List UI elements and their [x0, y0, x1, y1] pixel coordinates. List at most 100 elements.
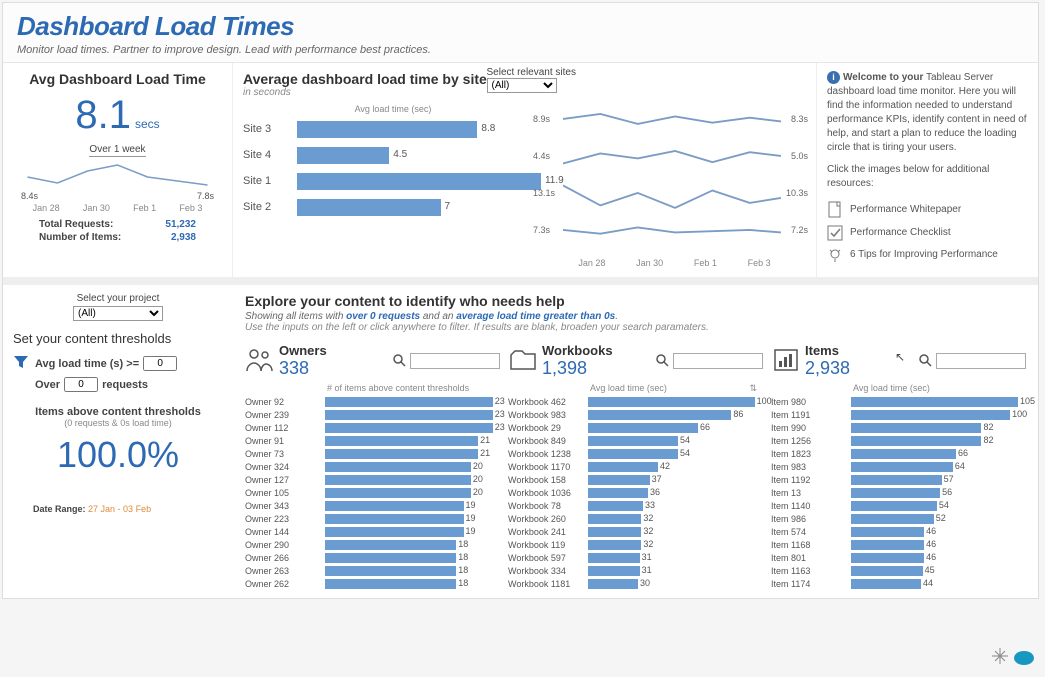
over-label: Over — [35, 379, 60, 391]
search-icon[interactable] — [918, 353, 932, 370]
items-search-input[interactable] — [936, 353, 1026, 369]
data-row[interactable]: Item 99082 — [771, 421, 1026, 434]
data-row[interactable]: Owner 12720 — [245, 473, 500, 486]
search-icon[interactable] — [392, 353, 406, 370]
site-line-row[interactable]: 7.3s 7.2s — [563, 215, 806, 251]
kpi-sparkline[interactable] — [21, 161, 214, 189]
page-subtitle: Monitor load times. Partner to improve d… — [17, 44, 1024, 56]
header: Dashboard Load Times Monitor load times.… — [3, 3, 1038, 63]
data-row[interactable]: Owner 26218 — [245, 577, 500, 590]
spark-start: 8.4s — [21, 191, 38, 201]
data-row[interactable]: Item 980105 — [771, 395, 1026, 408]
data-row[interactable]: Item 116345 — [771, 564, 1026, 577]
avg-load-label: Avg load time (s) >= — [35, 358, 139, 370]
workbooks-search-input[interactable] — [673, 353, 763, 369]
site-bar-row[interactable]: Site 44.5 — [243, 142, 543, 168]
data-row[interactable]: Workbook 15837 — [508, 473, 763, 486]
data-row[interactable]: Item 57446 — [771, 525, 1026, 538]
filters-panel: Select your project (All) Set your conte… — [3, 285, 233, 598]
data-row[interactable]: Workbook 117042 — [508, 460, 763, 473]
data-row[interactable]: Item 119257 — [771, 473, 1026, 486]
data-row[interactable]: Owner 23923 — [245, 408, 500, 421]
date-range: Date Range: 27 Jan - 03 Feb — [13, 504, 223, 514]
data-row[interactable]: Item 80146 — [771, 551, 1026, 564]
data-row[interactable]: Owner 9121 — [245, 434, 500, 447]
funnel-icon — [13, 354, 29, 373]
date-range-value: 27 Jan - 03 Feb — [88, 504, 151, 514]
info-link[interactable]: 6 Tips for Improving Performance — [827, 247, 1028, 263]
data-row[interactable]: Owner 29018 — [245, 538, 500, 551]
data-row[interactable]: Owner 34319 — [245, 499, 500, 512]
data-row[interactable]: Item 1356 — [771, 486, 1026, 499]
data-row[interactable]: Item 98364 — [771, 460, 1026, 473]
site-line-row[interactable]: 13.1s 10.3s — [563, 178, 806, 214]
info-welcome-text: Tableau Server dashboard load time monit… — [827, 72, 1027, 153]
site-bar-row[interactable]: Site 38.8 — [243, 116, 543, 142]
data-row[interactable]: Workbook 11932 — [508, 538, 763, 551]
data-row[interactable]: Item 117444 — [771, 577, 1026, 590]
data-row[interactable]: Item 1191100 — [771, 408, 1026, 421]
info-icon: i — [827, 71, 840, 84]
data-row[interactable]: Owner 9223 — [245, 395, 500, 408]
site-bar-chart[interactable]: Avg load time (sec) Site 38.8Site 44.5Si… — [243, 104, 543, 268]
data-row[interactable]: Owner 11223 — [245, 421, 500, 434]
data-row[interactable]: Owner 22319 — [245, 512, 500, 525]
site-line-chart[interactable]: 8.9s 8.3s 4.4s 5.0s 13.1s 10.3s 7.3s 7.2… — [543, 104, 806, 268]
owners-title: Owners — [279, 343, 327, 358]
data-row[interactable]: Workbook 103636 — [508, 486, 763, 499]
sort-icon[interactable]: ⇅ — [749, 383, 757, 394]
data-row[interactable]: Workbook 33431 — [508, 564, 763, 577]
items-column: Items2,938 Avg load time (sec) Item 9801… — [771, 343, 1026, 590]
explore-title: Explore your content to identify who nee… — [245, 293, 1026, 309]
site-filter-select[interactable]: (All) — [487, 78, 557, 93]
explore-panel: Explore your content to identify who nee… — [233, 285, 1038, 598]
items-above-value: 100.0% — [13, 434, 223, 476]
site-line-row[interactable]: 4.4s 5.0s — [563, 141, 806, 177]
data-row[interactable]: Item 125682 — [771, 434, 1026, 447]
data-row[interactable]: Workbook 24132 — [508, 525, 763, 538]
data-row[interactable]: Owner 10520 — [245, 486, 500, 499]
avg-load-threshold-row: Avg load time (s) >= — [13, 354, 223, 373]
site-line-row[interactable]: 8.9s 8.3s — [563, 104, 806, 140]
data-row[interactable]: Workbook 123854 — [508, 447, 763, 460]
info-welcome-bold: Welcome to your — [843, 72, 923, 83]
explore-subtitle-2: Use the inputs on the left or click anyw… — [245, 322, 1026, 333]
avg-load-input[interactable] — [143, 356, 177, 371]
data-row[interactable]: Workbook 26032 — [508, 512, 763, 525]
info-link[interactable]: Performance Whitepaper — [827, 201, 1028, 219]
owners-search-input[interactable] — [410, 353, 500, 369]
data-row[interactable]: Item 98652 — [771, 512, 1026, 525]
data-row[interactable]: Workbook 462100 — [508, 395, 763, 408]
site-bar-row[interactable]: Site 111.9 — [243, 168, 543, 194]
workbooks-column: Workbooks1,398 Avg load time (sec)⇅ Work… — [508, 343, 763, 590]
kpi-number: 8.1 — [75, 93, 131, 137]
thresholds-title: Set your content thresholds — [13, 331, 223, 346]
data-row[interactable]: Item 182366 — [771, 447, 1026, 460]
site-bar-row[interactable]: Site 27 — [243, 194, 543, 220]
data-row[interactable]: Owner 14419 — [245, 525, 500, 538]
data-row[interactable]: Workbook 118130 — [508, 577, 763, 590]
project-filter-select[interactable]: (All) — [73, 306, 163, 321]
data-row[interactable]: Workbook 2966 — [508, 421, 763, 434]
data-row[interactable]: Workbook 59731 — [508, 551, 763, 564]
data-row[interactable]: Workbook 7833 — [508, 499, 763, 512]
search-icon[interactable] — [655, 353, 669, 370]
kpi-stat-row: Number of Items:2,938 — [39, 232, 226, 243]
data-row[interactable]: Workbook 98386 — [508, 408, 763, 421]
kpi-panel: Avg Dashboard Load Time 8.1secs Over 1 w… — [3, 63, 233, 277]
owners-search — [392, 353, 500, 370]
data-row[interactable]: Workbook 84954 — [508, 434, 763, 447]
data-row[interactable]: Owner 7321 — [245, 447, 500, 460]
info-link[interactable]: Performance Checklist — [827, 225, 1028, 241]
items-count: 2,938 — [805, 358, 850, 379]
requests-input[interactable] — [64, 377, 98, 392]
kpi-date-axis: Jan 28Jan 30Feb 1Feb 3 — [21, 203, 214, 213]
page-title: Dashboard Load Times — [17, 11, 1024, 42]
data-row[interactable]: Owner 26618 — [245, 551, 500, 564]
data-row[interactable]: Owner 32420 — [245, 460, 500, 473]
data-row[interactable]: Item 114054 — [771, 499, 1026, 512]
data-row[interactable]: Item 116846 — [771, 538, 1026, 551]
workbooks-icon — [508, 348, 542, 375]
site-filter: Select relevant sites (All) — [487, 67, 577, 93]
data-row[interactable]: Owner 26318 — [245, 564, 500, 577]
